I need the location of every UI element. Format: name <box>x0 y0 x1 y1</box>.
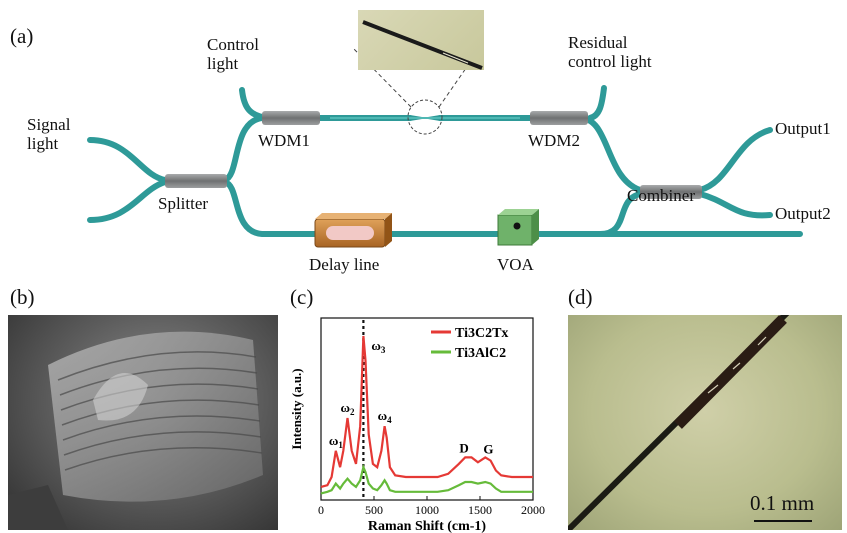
x-tick-label: 1000 <box>415 503 439 517</box>
panel-label-c: (c) <box>290 285 314 309</box>
x-tick-label: 2000 <box>521 503 545 517</box>
wdm2-label: WDM2 <box>528 131 580 150</box>
legend: Ti3C2Tx Ti3AlC2 <box>431 326 508 361</box>
peak-annotation: ω3 <box>371 338 386 355</box>
peak-annotation: D <box>459 440 468 455</box>
upper-arm-fiber-right <box>437 115 643 193</box>
panel-label-b: (b) <box>10 285 35 309</box>
fiber-schematic <box>87 47 803 248</box>
peak-annotation: ω2 <box>340 400 355 417</box>
y-axis-label: Intensity (a.u.) <box>289 368 304 449</box>
upper-arm-fiber <box>222 115 413 183</box>
delay-line-device <box>314 213 392 248</box>
peak-annotation: ω4 <box>378 408 393 425</box>
signal-fiber-bottom <box>87 179 168 223</box>
voa-device <box>497 209 539 246</box>
peak-annotation: G <box>483 441 493 456</box>
combiner-label: Combiner <box>627 186 695 205</box>
x-tick-label: 500 <box>365 503 383 517</box>
residual-control-light-label: Residual control light <box>568 33 652 71</box>
panel-label-a: (a) <box>10 24 34 48</box>
peak-annotation: ω1 <box>329 433 344 450</box>
wdm2-coupler <box>530 111 588 125</box>
splitter-label: Splitter <box>158 194 209 213</box>
panel-label-d: (d) <box>568 285 593 309</box>
sem-image <box>8 315 278 530</box>
series-line-ti3alc2 <box>320 463 533 495</box>
series-line-ti3c2tx <box>320 335 533 488</box>
output2-label: Output2 <box>775 204 831 223</box>
signal-light-label: Signal light <box>27 115 71 153</box>
residual-fiber <box>587 85 607 121</box>
output1-label: Output1 <box>775 119 831 138</box>
control-light-label: Control light <box>207 35 259 73</box>
x-tick-label: 0 <box>318 503 324 517</box>
microfiber-micrograph: 0.1 mm <box>568 315 842 530</box>
magnifier-circle <box>407 99 443 135</box>
signal-fiber-top <box>87 137 168 183</box>
splitter-coupler <box>165 174 227 188</box>
wdm1-coupler <box>262 111 320 125</box>
voa-label: VOA <box>497 255 534 274</box>
lower-arm-fiber-right <box>567 191 643 237</box>
scale-bar <box>754 520 812 522</box>
output2-fiber <box>697 191 773 219</box>
x-axis-label: Raman Shift (cm-1) <box>368 519 487 533</box>
legend-label-ti3c2tx: Ti3C2Tx <box>455 326 508 341</box>
raman-chart: 0 500 1000 1500 2000 ω1 ω2 ω3 ω4 D G Raman Shift … <box>289 317 545 533</box>
wdm1-label: WDM1 <box>258 131 310 150</box>
delay-line-label: Delay line <box>309 255 380 274</box>
output1-fiber <box>697 127 773 193</box>
combiner-coupler <box>640 185 702 199</box>
microfiber-inset-photo <box>358 10 484 70</box>
x-tick-label: 1500 <box>468 503 492 517</box>
scale-bar-label: 0.1 mm <box>750 491 815 515</box>
legend-label-ti3alc2: Ti3AlC2 <box>455 346 506 361</box>
lower-arm-fiber <box>222 179 803 237</box>
